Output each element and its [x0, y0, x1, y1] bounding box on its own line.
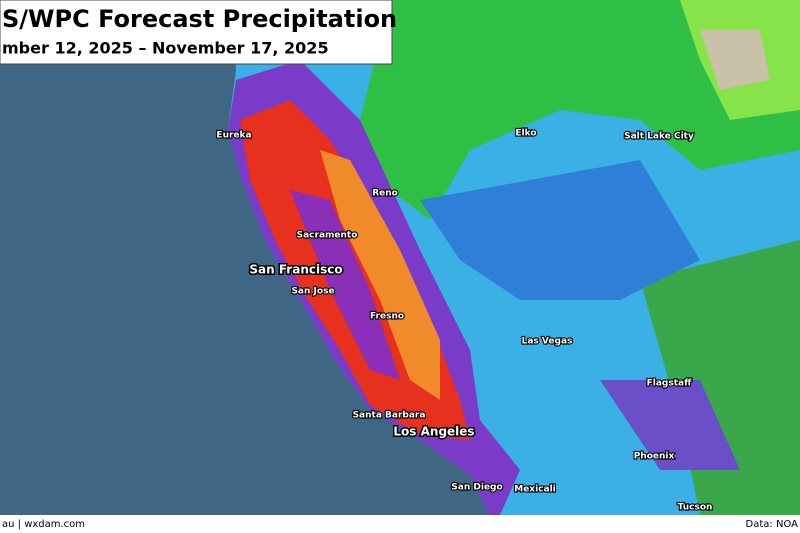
city-label: Fresno — [370, 312, 404, 322]
subtitle: mber 12, 2025 – November 17, 2025 — [2, 39, 329, 58]
city-label: San Diego — [451, 483, 502, 493]
city-label: San Jose — [291, 287, 334, 297]
green-north — [360, 0, 800, 220]
city-label: Los Angeles — [393, 425, 474, 439]
blue-basin — [420, 160, 700, 300]
city-label: Sacramento — [297, 231, 358, 241]
city-label: Flagstaff — [647, 379, 692, 389]
footer-bar — [0, 515, 800, 533]
city-label: Elko — [515, 129, 536, 139]
footer-source: Data: NOA — [746, 519, 799, 530]
city-label: Las Vegas — [522, 337, 573, 347]
title: S/WPC Forecast Precipitation — [2, 5, 397, 33]
title-box — [0, 0, 393, 65]
dry-patch — [700, 30, 770, 90]
city-label: Reno — [372, 189, 398, 199]
city-label: Salt Lake City — [624, 132, 694, 142]
orange-sierra — [320, 150, 440, 400]
city-label: Eureka — [216, 131, 251, 141]
city-label: Phoenix — [634, 452, 675, 462]
purple-valley — [290, 190, 400, 380]
city-label: Tucson — [678, 503, 713, 513]
green-east — [640, 240, 800, 515]
footer-credit: au | wxdam.com — [2, 519, 85, 530]
city-label: Santa Barbara — [353, 411, 426, 421]
city-label: San Francisco — [249, 263, 342, 277]
purple-arizona — [600, 380, 740, 470]
city-label: Mexicali — [514, 485, 556, 495]
